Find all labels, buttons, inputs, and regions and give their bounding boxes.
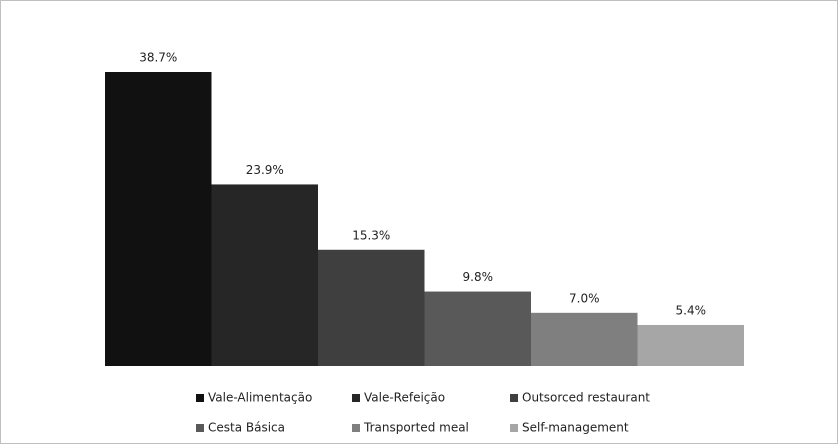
data-label: 7.0%: [569, 291, 600, 305]
bar: [424, 291, 531, 366]
legend-swatch: [352, 424, 360, 432]
data-label: 9.8%: [463, 270, 494, 284]
bar: [211, 184, 318, 366]
legend-label: Vale-Refeição: [364, 391, 445, 405]
bar: [318, 249, 425, 366]
legend-swatch: [510, 424, 518, 432]
data-label: 23.9%: [246, 163, 284, 177]
legend-swatch: [196, 394, 204, 402]
legend-label: Self-management: [522, 421, 629, 435]
bar: [531, 312, 638, 366]
legend-swatch: [196, 424, 204, 432]
bar: [637, 324, 744, 366]
data-label: 38.7%: [139, 51, 177, 65]
legend-swatch: [510, 394, 518, 402]
legend-label: Outsorced restaurant: [522, 391, 650, 405]
legend-label: Cesta Básica: [208, 421, 285, 435]
legend-label: Transported meal: [363, 421, 469, 435]
legend-label: Vale-Alimentação: [208, 391, 312, 405]
data-label: 5.4%: [676, 303, 707, 317]
data-label: 15.3%: [352, 228, 390, 242]
bar: [105, 72, 212, 366]
legend-swatch: [352, 394, 360, 402]
